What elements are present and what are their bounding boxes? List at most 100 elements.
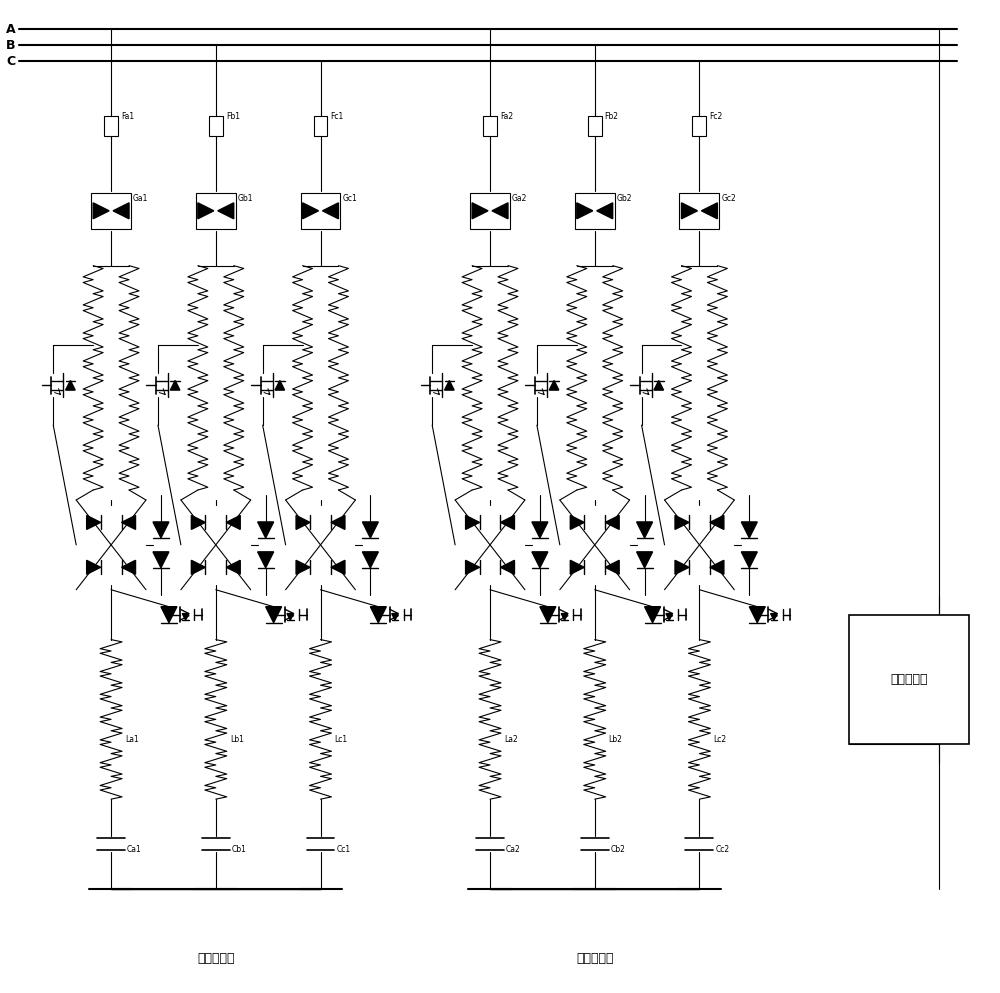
Bar xyxy=(209,116,223,136)
Polygon shape xyxy=(331,560,345,574)
Text: B: B xyxy=(6,39,15,52)
Polygon shape xyxy=(500,515,514,529)
Polygon shape xyxy=(675,560,689,574)
Polygon shape xyxy=(771,614,777,621)
Polygon shape xyxy=(153,552,169,568)
Bar xyxy=(301,193,340,228)
Polygon shape xyxy=(710,560,724,574)
Polygon shape xyxy=(303,203,319,218)
Polygon shape xyxy=(362,552,378,568)
Polygon shape xyxy=(87,515,101,529)
Polygon shape xyxy=(472,203,488,218)
Text: C: C xyxy=(6,55,15,68)
Text: Gc2: Gc2 xyxy=(721,194,736,203)
Bar xyxy=(849,615,969,745)
Polygon shape xyxy=(654,380,664,390)
Polygon shape xyxy=(741,522,757,538)
Polygon shape xyxy=(87,560,101,574)
Bar xyxy=(196,193,236,228)
Polygon shape xyxy=(445,380,454,390)
Polygon shape xyxy=(191,515,205,529)
Polygon shape xyxy=(532,552,548,568)
Text: Lb1: Lb1 xyxy=(230,735,244,744)
Bar xyxy=(483,116,497,136)
Polygon shape xyxy=(331,515,345,529)
Text: Ca1: Ca1 xyxy=(127,844,142,854)
Text: Gb2: Gb2 xyxy=(617,194,632,203)
Text: Lc1: Lc1 xyxy=(334,735,348,744)
Text: 五次滤波器: 五次滤波器 xyxy=(197,952,235,965)
Polygon shape xyxy=(122,515,136,529)
Polygon shape xyxy=(113,203,129,218)
Text: Fa2: Fa2 xyxy=(500,112,513,121)
Polygon shape xyxy=(637,552,653,568)
Text: Cc2: Cc2 xyxy=(715,844,730,854)
Polygon shape xyxy=(675,515,689,529)
Polygon shape xyxy=(218,203,234,218)
Text: Cb1: Cb1 xyxy=(232,844,247,854)
Polygon shape xyxy=(287,614,294,621)
Polygon shape xyxy=(66,380,75,390)
Polygon shape xyxy=(749,607,765,623)
Text: Fc2: Fc2 xyxy=(709,112,723,121)
Bar xyxy=(588,116,602,136)
Polygon shape xyxy=(258,552,274,568)
Polygon shape xyxy=(191,560,205,574)
Polygon shape xyxy=(681,203,697,218)
Polygon shape xyxy=(182,614,189,621)
Polygon shape xyxy=(161,607,177,623)
Polygon shape xyxy=(466,515,480,529)
Polygon shape xyxy=(605,560,619,574)
Text: 七次滤波器: 七次滤波器 xyxy=(576,952,613,965)
Bar xyxy=(679,193,719,228)
Polygon shape xyxy=(296,560,310,574)
Polygon shape xyxy=(666,614,673,621)
Bar xyxy=(692,116,706,136)
Polygon shape xyxy=(392,614,398,621)
Polygon shape xyxy=(701,203,717,218)
Polygon shape xyxy=(549,380,559,390)
Text: Fb1: Fb1 xyxy=(226,112,240,121)
Text: Fc1: Fc1 xyxy=(330,112,344,121)
Polygon shape xyxy=(597,203,613,218)
Text: Fb2: Fb2 xyxy=(605,112,619,121)
Text: Ga1: Ga1 xyxy=(133,194,148,203)
Text: Ca2: Ca2 xyxy=(506,844,521,854)
Polygon shape xyxy=(296,515,310,529)
Polygon shape xyxy=(226,515,240,529)
Text: Fa1: Fa1 xyxy=(121,112,134,121)
Polygon shape xyxy=(492,203,508,218)
Polygon shape xyxy=(153,522,169,538)
Polygon shape xyxy=(605,515,619,529)
Polygon shape xyxy=(532,522,548,538)
Polygon shape xyxy=(226,560,240,574)
Bar xyxy=(470,193,510,228)
Polygon shape xyxy=(93,203,109,218)
Text: La2: La2 xyxy=(504,735,518,744)
Bar xyxy=(314,116,327,136)
Text: Gb1: Gb1 xyxy=(238,194,253,203)
Bar xyxy=(91,193,131,228)
Polygon shape xyxy=(500,560,514,574)
Text: Lc2: Lc2 xyxy=(713,735,727,744)
Polygon shape xyxy=(540,607,556,623)
Polygon shape xyxy=(741,552,757,568)
Polygon shape xyxy=(570,560,584,574)
Polygon shape xyxy=(258,522,274,538)
Text: A: A xyxy=(6,23,15,36)
Text: Lb2: Lb2 xyxy=(609,735,623,744)
Polygon shape xyxy=(322,203,338,218)
Polygon shape xyxy=(570,515,584,529)
Text: La1: La1 xyxy=(125,735,139,744)
Polygon shape xyxy=(637,522,653,538)
Polygon shape xyxy=(170,380,180,390)
Polygon shape xyxy=(275,380,285,390)
Polygon shape xyxy=(362,522,378,538)
Bar xyxy=(575,193,615,228)
Text: 中频炉负荷: 中频炉负荷 xyxy=(890,673,928,686)
Text: Cb2: Cb2 xyxy=(611,844,626,854)
Polygon shape xyxy=(198,203,214,218)
Text: Gc1: Gc1 xyxy=(342,194,357,203)
Bar xyxy=(104,116,118,136)
Text: Cc1: Cc1 xyxy=(336,844,351,854)
